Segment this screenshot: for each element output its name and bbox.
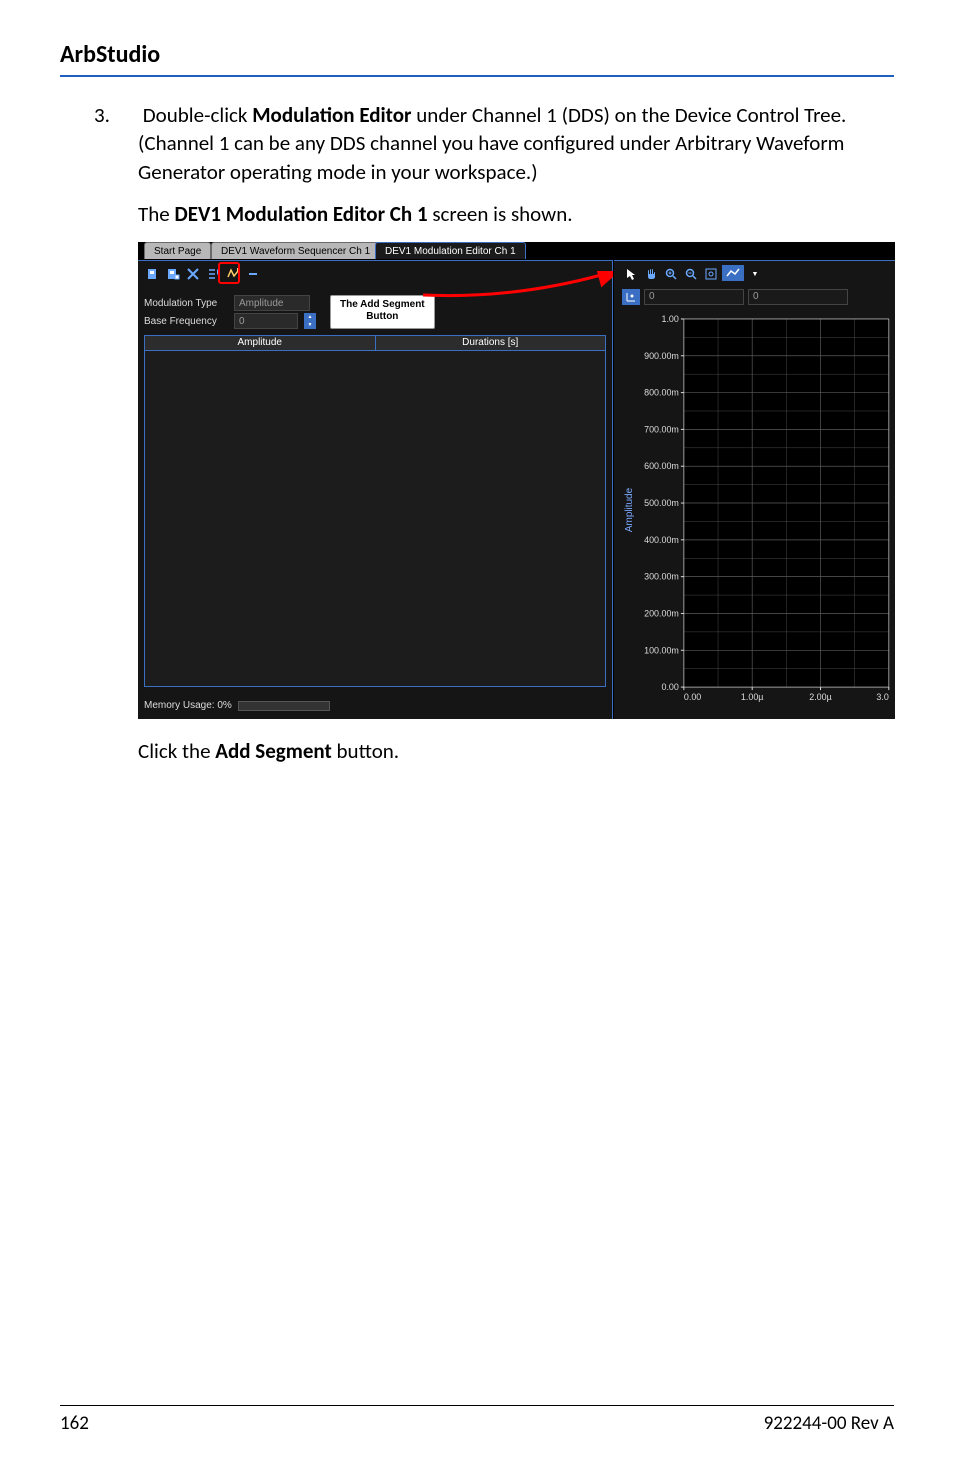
coord-icon (622, 289, 640, 305)
left-panel: The Add Segment Button Modulation Type A… (138, 260, 613, 719)
step-number: 3. (94, 101, 138, 129)
memory-usage-bar (238, 701, 330, 711)
svg-text:0.00: 0.00 (684, 692, 701, 702)
dropdown-icon[interactable]: ▼ (746, 265, 764, 283)
base-frequency-stepper[interactable]: ▲▼ (304, 313, 316, 329)
svg-text:600.00m: 600.00m (644, 462, 679, 472)
coord-x-input[interactable]: 0 (644, 289, 744, 305)
toolbar-btn-2[interactable] (164, 265, 182, 283)
svg-text:400.00m: 400.00m (644, 535, 679, 545)
svg-text:0.00: 0.00 (661, 682, 678, 692)
modulation-type-row: Modulation Type Amplitude (144, 295, 310, 311)
callout-box: The Add Segment Button (330, 295, 435, 329)
base-frequency-row: Base Frequency 0 ▲▼ (144, 313, 316, 329)
coord-row: 0 0 (622, 289, 848, 305)
after-shot-paragraph: Click the Add Segment button. (138, 737, 894, 765)
graph-mode-icon[interactable] (722, 265, 744, 281)
table-header: Amplitude Durations [s] (144, 335, 606, 351)
after-before: Click the (138, 738, 215, 764)
table-col-amplitude: Amplitude (145, 336, 376, 350)
coord-y-input[interactable]: 0 (748, 289, 848, 305)
step-3-paragraph: 3. Double-click Modulation Editor under … (138, 101, 894, 186)
after-bold: Add Segment (215, 738, 331, 764)
caption-paragraph: The DEV1 Modulation Editor Ch 1 screen i… (138, 200, 894, 228)
svg-text:2.00µ: 2.00µ (809, 692, 832, 702)
page-footer: 162 922244-00 Rev A (60, 1405, 894, 1435)
base-frequency-label: Base Frequency (144, 316, 228, 327)
zoom-out-icon[interactable] (682, 265, 700, 283)
page-number: 162 (60, 1412, 89, 1435)
plot-area: Amplitude 0.00 100.00m 200.00m 300.00m 400.0… (622, 311, 891, 707)
svg-text:300.00m: 300.00m (644, 572, 679, 582)
memory-usage: Memory Usage: 0% (144, 700, 330, 711)
svg-text:3.0: 3.0 (876, 692, 888, 702)
modulation-type-select[interactable]: Amplitude (234, 295, 310, 311)
caption-after: screen is shown. (428, 201, 573, 227)
toolbar-btn-1[interactable] (144, 265, 162, 283)
svg-text:200.00m: 200.00m (644, 609, 679, 619)
revision: 922244-00 Rev A (764, 1412, 894, 1435)
right-toolbar: ▼ (622, 265, 764, 283)
amplitude-chart: Amplitude 0.00 100.00m 200.00m 300.00m 400.0… (622, 311, 891, 707)
svg-text:800.00m: 800.00m (644, 388, 679, 398)
table-body (144, 351, 606, 687)
red-arrow (423, 271, 613, 299)
svg-text:700.00m: 700.00m (644, 425, 679, 435)
svg-text:100.00m: 100.00m (644, 646, 679, 656)
add-segment-highlight (218, 262, 240, 284)
modulation-type-label: Modulation Type (144, 298, 228, 309)
tab-strip: Start Page DEV1 Waveform Sequencer Ch 1 … (138, 242, 895, 260)
tab-modulation-editor[interactable]: DEV1 Modulation Editor Ch 1 (375, 242, 526, 259)
svg-text:1.00µ: 1.00µ (741, 692, 764, 702)
hand-icon[interactable] (642, 265, 660, 283)
memory-usage-label: Memory Usage: 0% (144, 700, 232, 711)
svg-text:900.00m: 900.00m (644, 351, 679, 361)
base-frequency-input[interactable]: 0 (234, 313, 298, 329)
left-toolbar (144, 265, 262, 283)
screenshot-container: Start Page DEV1 Waveform Sequencer Ch 1 … (138, 242, 895, 719)
remove-segment-button[interactable] (244, 265, 262, 283)
delete-icon[interactable] (184, 265, 202, 283)
tab-waveform-sequencer[interactable]: DEV1 Waveform Sequencer Ch 1 (211, 242, 380, 259)
svg-text:500.00m: 500.00m (644, 498, 679, 508)
callout-line-2: Button (366, 311, 398, 322)
right-panel: ▼ 0 0 Amplitude 0.00 100.00m 200.00m 300.00… (614, 260, 895, 719)
y-axis-label: Amplitude (624, 488, 635, 533)
svg-text:1.00: 1.00 (661, 314, 678, 324)
zoom-in-icon[interactable] (662, 265, 680, 283)
after-after: button. (332, 738, 399, 764)
caption-bold: DEV1 Modulation Editor Ch 1 (174, 201, 427, 227)
pointer-icon[interactable] (622, 265, 640, 283)
tab-start-page[interactable]: Start Page (144, 242, 211, 259)
page-header: ArbStudio (60, 40, 894, 77)
zoom-fit-icon[interactable] (702, 265, 720, 283)
table-col-durations: Durations [s] (376, 336, 606, 350)
step-bold-1: Modulation Editor (252, 102, 411, 128)
step-text-before: Double-click (143, 102, 252, 128)
caption-before: The (138, 201, 174, 227)
callout-line-1: The Add Segment (340, 299, 425, 310)
